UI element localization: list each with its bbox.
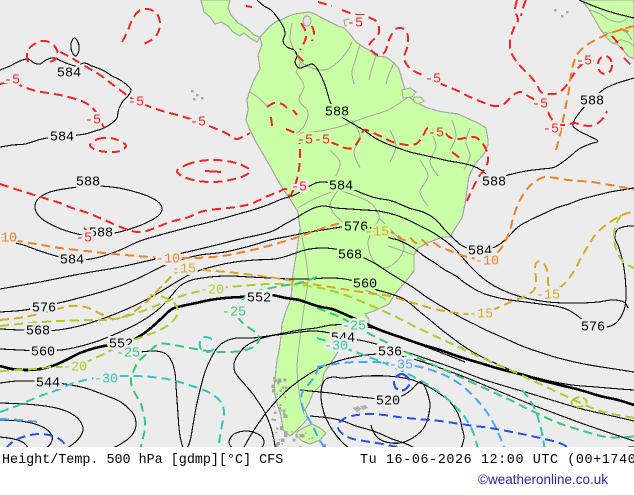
svg-text:536: 536 <box>378 346 402 361</box>
svg-text:-5: -5 <box>532 98 548 113</box>
svg-text:-25: -25 <box>342 320 366 335</box>
svg-text:-30: -30 <box>324 340 348 355</box>
svg-text:544: 544 <box>36 377 60 392</box>
svg-text:-5: -5 <box>314 134 330 149</box>
svg-text:-5: -5 <box>425 73 441 88</box>
svg-text:560: 560 <box>31 346 55 361</box>
svg-text:544: 544 <box>331 332 355 347</box>
svg-text:588: 588 <box>580 95 604 110</box>
svg-text:568: 568 <box>338 249 362 264</box>
svg-text:-5: -5 <box>85 114 101 129</box>
svg-text:-5: -5 <box>4 74 20 89</box>
svg-text:-15: -15 <box>172 263 196 278</box>
svg-text:584: 584 <box>60 254 84 269</box>
svg-text:-15: -15 <box>469 308 493 323</box>
svg-text:588: 588 <box>89 227 113 242</box>
svg-text:-30: -30 <box>94 373 118 388</box>
svg-text:-5: -5 <box>190 116 206 131</box>
svg-text:584: 584 <box>50 131 74 146</box>
svg-text:576: 576 <box>344 221 368 236</box>
svg-text:-5: -5 <box>428 127 444 142</box>
svg-text:-10: -10 <box>156 253 180 268</box>
svg-text:588: 588 <box>482 176 506 191</box>
svg-text:-10: -10 <box>0 232 17 247</box>
svg-text:-25: -25 <box>222 306 246 321</box>
svg-text:-5: -5 <box>291 181 307 196</box>
svg-text:©weatheronline.co.uk: ©weatheronline.co.uk <box>478 472 608 487</box>
svg-text:-35: -35 <box>389 359 413 374</box>
svg-text:-10: -10 <box>475 255 499 270</box>
svg-text:576: 576 <box>32 302 56 317</box>
svg-text:520: 520 <box>376 395 400 410</box>
svg-text:-5: -5 <box>128 96 144 111</box>
svg-text:-20: -20 <box>63 361 87 376</box>
svg-text:568: 568 <box>26 325 50 340</box>
svg-text:-15: -15 <box>536 289 560 304</box>
svg-text:-5: -5 <box>576 55 592 70</box>
svg-text:552: 552 <box>247 292 271 307</box>
svg-text:552: 552 <box>109 338 133 353</box>
svg-text:-5: -5 <box>347 17 363 32</box>
svg-text:-25: -25 <box>116 347 140 362</box>
svg-text:-5: -5 <box>76 232 92 247</box>
svg-text:584: 584 <box>329 180 353 195</box>
svg-text:-15: -15 <box>365 226 389 241</box>
svg-text:588: 588 <box>325 106 349 121</box>
svg-text:-20: -20 <box>200 284 224 299</box>
svg-text:584: 584 <box>57 67 81 82</box>
svg-text:584: 584 <box>468 245 492 260</box>
svg-text:560: 560 <box>353 278 377 293</box>
svg-text:576: 576 <box>581 321 605 336</box>
svg-text:Height/Temp. 500 hPa [gdmp][°C: Height/Temp. 500 hPa [gdmp][°C] CFS <box>2 453 283 468</box>
svg-text:588: 588 <box>76 176 100 191</box>
svg-text:-5: -5 <box>297 134 313 149</box>
svg-text:-5: -5 <box>543 123 559 138</box>
svg-text:Tu 16-06-2026 12:00 UTC (00+17: Tu 16-06-2026 12:00 UTC (00+1740 <box>360 453 634 468</box>
